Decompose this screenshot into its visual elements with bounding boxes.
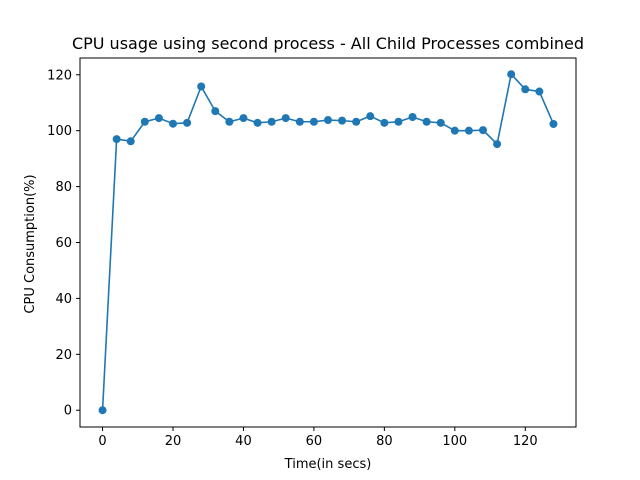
series-layer <box>98 70 558 415</box>
data-point <box>338 116 347 125</box>
data-point <box>549 119 558 128</box>
data-point <box>281 114 290 123</box>
data-point <box>408 112 417 121</box>
y-tick-label: 120 <box>47 68 72 83</box>
data-point <box>309 117 318 126</box>
data-point <box>436 118 445 127</box>
x-tick-label: 0 <box>98 434 106 449</box>
plot-area <box>79 57 577 428</box>
data-point <box>197 82 206 91</box>
data-point <box>169 119 177 128</box>
y-tick-label: 40 <box>55 292 72 307</box>
data-point <box>464 126 473 135</box>
data-point <box>450 126 459 135</box>
data-point <box>380 118 389 127</box>
y-tick-label: 100 <box>47 124 72 139</box>
y-axis-label: CPU Consumption(%) <box>23 174 38 313</box>
y-tick-label: 0 <box>64 404 72 419</box>
data-point <box>211 107 220 116</box>
y-tick-label: 20 <box>55 348 72 363</box>
x-tick-label: 60 <box>306 434 323 449</box>
data-point <box>352 117 361 126</box>
data-point <box>112 135 121 144</box>
y-tick-label: 80 <box>55 180 72 195</box>
x-axis: 0 20 40 60 80 100 120 <box>98 427 538 449</box>
x-axis-label: Time(in secs) <box>284 457 372 472</box>
x-tick-label: 40 <box>235 434 252 449</box>
data-point <box>479 126 487 135</box>
data-point <box>225 117 234 126</box>
data-point <box>324 116 332 125</box>
data-point <box>422 117 431 126</box>
x-tick-label: 80 <box>376 434 393 449</box>
x-tick-label: 20 <box>165 434 182 449</box>
data-point <box>267 117 276 126</box>
data-point <box>295 117 304 126</box>
data-point <box>493 140 502 149</box>
data-point <box>183 118 192 127</box>
data-point <box>521 85 530 94</box>
x-tick-label: 120 <box>513 434 538 449</box>
data-point <box>535 87 544 96</box>
x-tick-label: 100 <box>442 434 467 449</box>
data-point <box>154 114 163 123</box>
data-point <box>98 406 107 415</box>
y-axis: 0 20 40 60 80 100 120 <box>47 68 80 419</box>
data-point <box>394 117 403 126</box>
data-point <box>239 114 248 123</box>
data-point <box>253 118 262 127</box>
data-point <box>507 70 516 79</box>
data-point <box>126 137 135 146</box>
chart-title: CPU usage using second process - All Chi… <box>72 34 584 53</box>
y-tick-label: 60 <box>55 236 72 251</box>
data-point <box>366 112 375 121</box>
data-point <box>140 117 149 126</box>
plot-frame <box>79 57 577 428</box>
